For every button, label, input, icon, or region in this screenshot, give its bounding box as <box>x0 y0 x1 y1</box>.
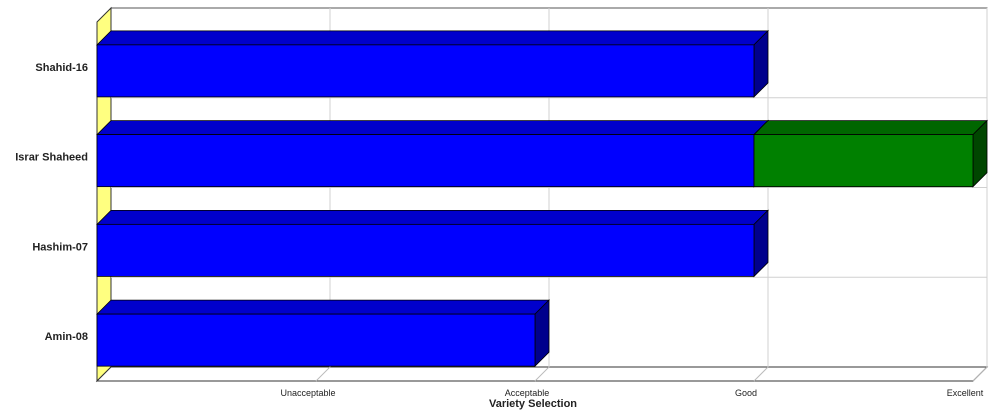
category-label: Hashim-07 <box>32 241 88 253</box>
x-axis-title: Variety Selection <box>489 398 577 410</box>
bar <box>96 299 550 368</box>
bar <box>96 209 769 278</box>
bar-top-face <box>96 209 769 225</box>
floor-grid-line <box>534 366 550 382</box>
x-tick-label: Good <box>735 388 757 398</box>
bar-top-face <box>96 299 550 315</box>
bar <box>753 119 988 188</box>
bar-front-face <box>96 313 536 367</box>
floor-grid-line <box>972 366 988 382</box>
category-label: Shahid-16 <box>35 62 88 74</box>
x-tick-label: Acceptable <box>505 388 550 398</box>
bar-top-face <box>96 30 769 46</box>
floor-grid-line <box>753 366 769 382</box>
bar-top-face <box>753 120 988 135</box>
x-tick-labels: Unacceptable Acceptable Good Excellent <box>280 388 983 398</box>
bar-front-face <box>753 134 974 188</box>
category-label: Amin-08 <box>45 331 88 343</box>
bar <box>96 119 769 188</box>
x-tick-label: Excellent <box>947 388 984 398</box>
bar-front-face <box>96 223 755 277</box>
bar <box>96 29 769 98</box>
bar-front-face <box>96 134 755 188</box>
floor-grid-line <box>315 366 331 382</box>
category-label: Israr Shaheed <box>15 152 88 164</box>
bar-top-face <box>96 120 769 135</box>
category-labels: Shahid-16 Israr Shaheed Hashim-07 Amin-08 <box>15 62 88 343</box>
x-tick-label: Unacceptable <box>280 388 335 398</box>
bar-front-face <box>96 44 755 98</box>
bars <box>96 29 988 368</box>
